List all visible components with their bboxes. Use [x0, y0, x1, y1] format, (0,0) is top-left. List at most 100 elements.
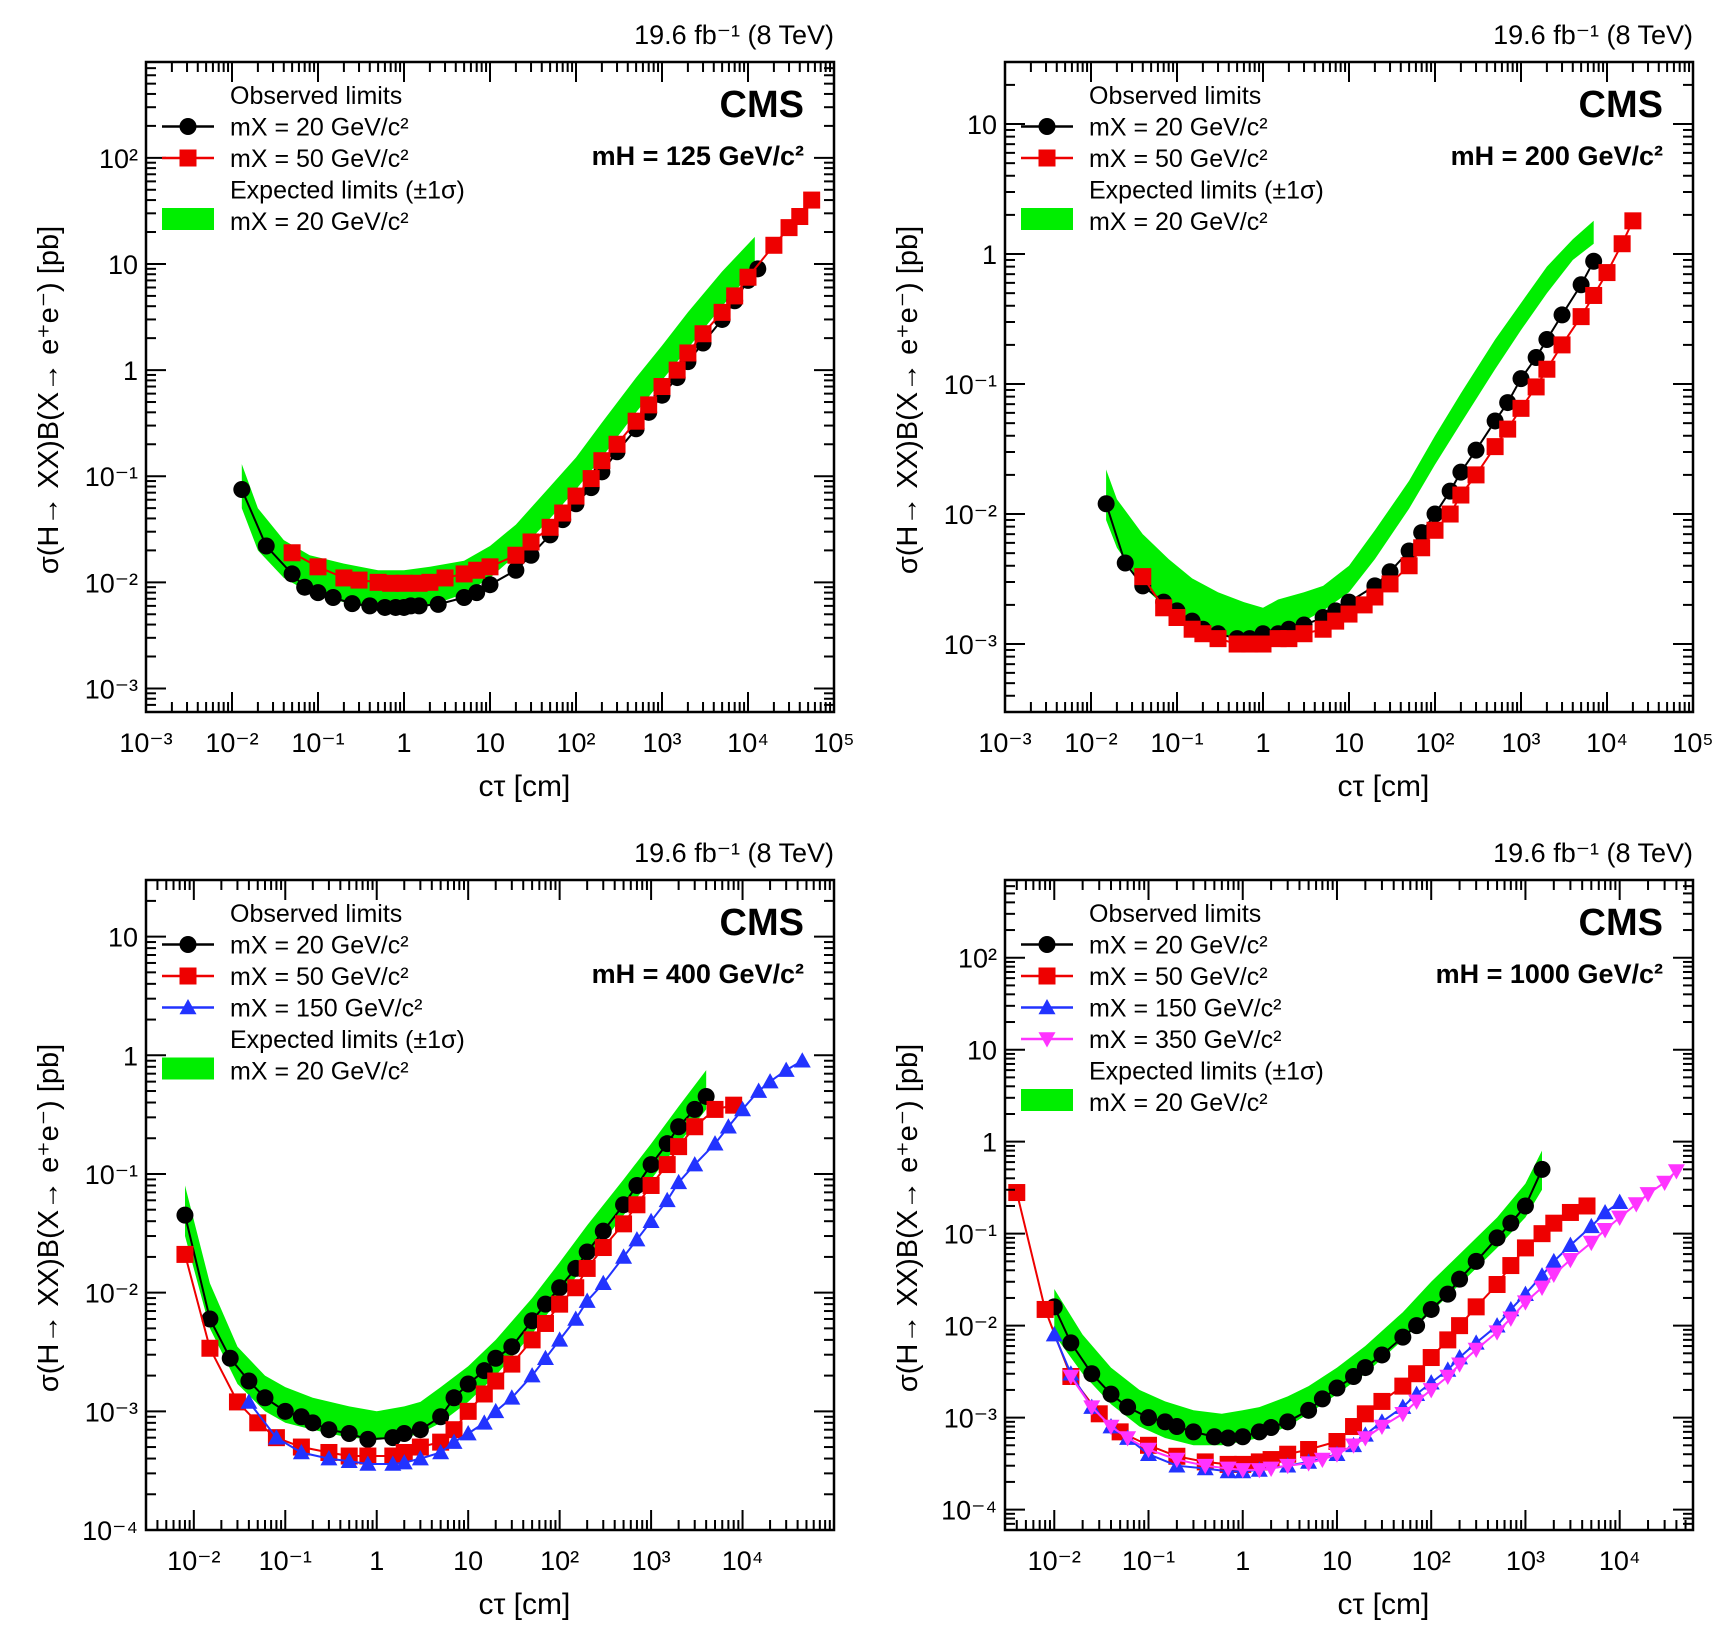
data-point	[1209, 630, 1227, 648]
data-point	[567, 1279, 585, 1297]
data-point	[1400, 557, 1418, 575]
legend-marker	[1038, 999, 1056, 1015]
data-point	[481, 558, 499, 576]
legend-band-swatch	[1021, 1089, 1073, 1111]
x-tick-label: 10	[1334, 728, 1364, 758]
data-point	[429, 595, 447, 613]
data-point	[1611, 1193, 1629, 1209]
legend-expected-entry: mX = 20 GeV/c²	[230, 1058, 409, 1086]
data-point	[1553, 336, 1571, 354]
data-point	[1561, 1236, 1579, 1252]
data-point	[1366, 588, 1384, 606]
luminosity-label: 19.6 fb⁻¹ (8 TeV)	[634, 20, 834, 50]
data-point	[176, 1206, 194, 1224]
data-point	[642, 1176, 660, 1194]
x-tick-label: 10⁻³	[978, 728, 1031, 758]
data-point	[1254, 635, 1272, 653]
data-point	[283, 544, 301, 562]
x-tick-label: 10²	[1415, 728, 1454, 758]
data-point	[359, 1455, 377, 1471]
data-point	[1502, 1214, 1520, 1232]
x-tick-label: 1	[369, 1546, 384, 1576]
data-point	[653, 378, 671, 396]
data-point	[536, 1295, 554, 1313]
y-tick-label: 1	[123, 1041, 138, 1071]
data-point	[1300, 1401, 1318, 1419]
data-point	[523, 1312, 541, 1330]
data-point	[1422, 1300, 1440, 1318]
data-point	[1196, 1458, 1214, 1475]
legend-expected-header: Expected limits (±1σ)	[1089, 1058, 1324, 1086]
data-point	[436, 569, 454, 587]
legend-expected-entry: mX = 20 GeV/c²	[1089, 1089, 1268, 1117]
data-point	[1572, 308, 1590, 326]
y-tick-label: 10	[108, 923, 138, 953]
data-point	[1119, 1398, 1137, 1416]
data-point	[739, 268, 757, 286]
data-point	[1451, 1317, 1469, 1335]
data-point	[445, 1389, 463, 1407]
data-point	[578, 1243, 596, 1261]
x-tick-label: 10⁻¹	[291, 728, 344, 758]
x-tick-label: 10⁻¹	[1150, 728, 1203, 758]
data-point	[551, 1295, 569, 1313]
data-point	[411, 1438, 429, 1456]
data-point	[1102, 1419, 1120, 1436]
data-point	[361, 597, 379, 615]
y-tick-label: 10	[967, 110, 997, 140]
data-point	[1538, 331, 1556, 349]
data-point	[1585, 252, 1603, 270]
data-point	[1596, 1223, 1614, 1239]
data-point	[1451, 1357, 1469, 1373]
series-2	[1134, 212, 1642, 653]
legend-band-swatch	[162, 1057, 214, 1080]
data-point	[335, 569, 353, 587]
legend-entry: mX = 150 GeV/c²	[230, 995, 422, 1023]
data-point	[1452, 486, 1470, 504]
legend-band-swatch	[1021, 208, 1073, 230]
data-point	[1627, 1197, 1645, 1213]
y-tick-label: 1	[982, 240, 997, 270]
data-point	[1545, 1214, 1563, 1232]
x-tick-label: 10⁻¹	[259, 1546, 312, 1576]
experiment-label: CMS	[1579, 84, 1663, 126]
data-point	[324, 588, 342, 606]
data-point	[686, 1100, 704, 1118]
data-point	[487, 1372, 505, 1390]
data-point	[395, 1443, 413, 1461]
y-tick-label: 1	[982, 1128, 997, 1158]
panel-1: 10⁻³ 10⁻² 10⁻¹ 1 10 10² 10³ 10⁴ 10⁵ 10⁻³ 10⁻² 10⁻¹ 1…	[33, 20, 855, 803]
data-point	[359, 1430, 377, 1448]
data-point	[1356, 1405, 1374, 1423]
data-point	[445, 1421, 463, 1439]
x-tick-label: 10³	[1506, 1546, 1545, 1576]
y-tick-label: 10⁻³	[85, 674, 138, 704]
data-point	[791, 208, 809, 226]
data-point	[1155, 599, 1173, 617]
data-point	[1408, 1365, 1426, 1383]
series-1	[176, 1087, 715, 1448]
data-point	[340, 1452, 358, 1468]
data-point	[1250, 1463, 1268, 1479]
data-point	[1394, 1377, 1412, 1395]
legend-expected-header: Expected limits (±1σ)	[230, 1026, 465, 1054]
experiment-label: CMS	[1579, 902, 1663, 944]
legend-marker	[179, 118, 197, 135]
data-point	[257, 537, 275, 555]
data-point	[1036, 1300, 1054, 1318]
data-point	[1168, 1418, 1186, 1436]
data-point	[1624, 212, 1642, 230]
y-tick-label: 10²	[958, 944, 997, 974]
data-point	[1512, 399, 1530, 417]
data-point	[1328, 1432, 1346, 1450]
series-3	[240, 1052, 811, 1471]
data-point	[706, 1135, 724, 1151]
higgs-mass-label: mH = 1000 GeV/c²	[1436, 959, 1663, 989]
data-point	[1516, 1295, 1534, 1311]
data-point	[201, 1339, 219, 1357]
data-point	[1467, 441, 1485, 459]
data-point	[551, 1279, 569, 1297]
x-tick-label: 10²	[1412, 1546, 1451, 1576]
data-point	[761, 1073, 779, 1089]
